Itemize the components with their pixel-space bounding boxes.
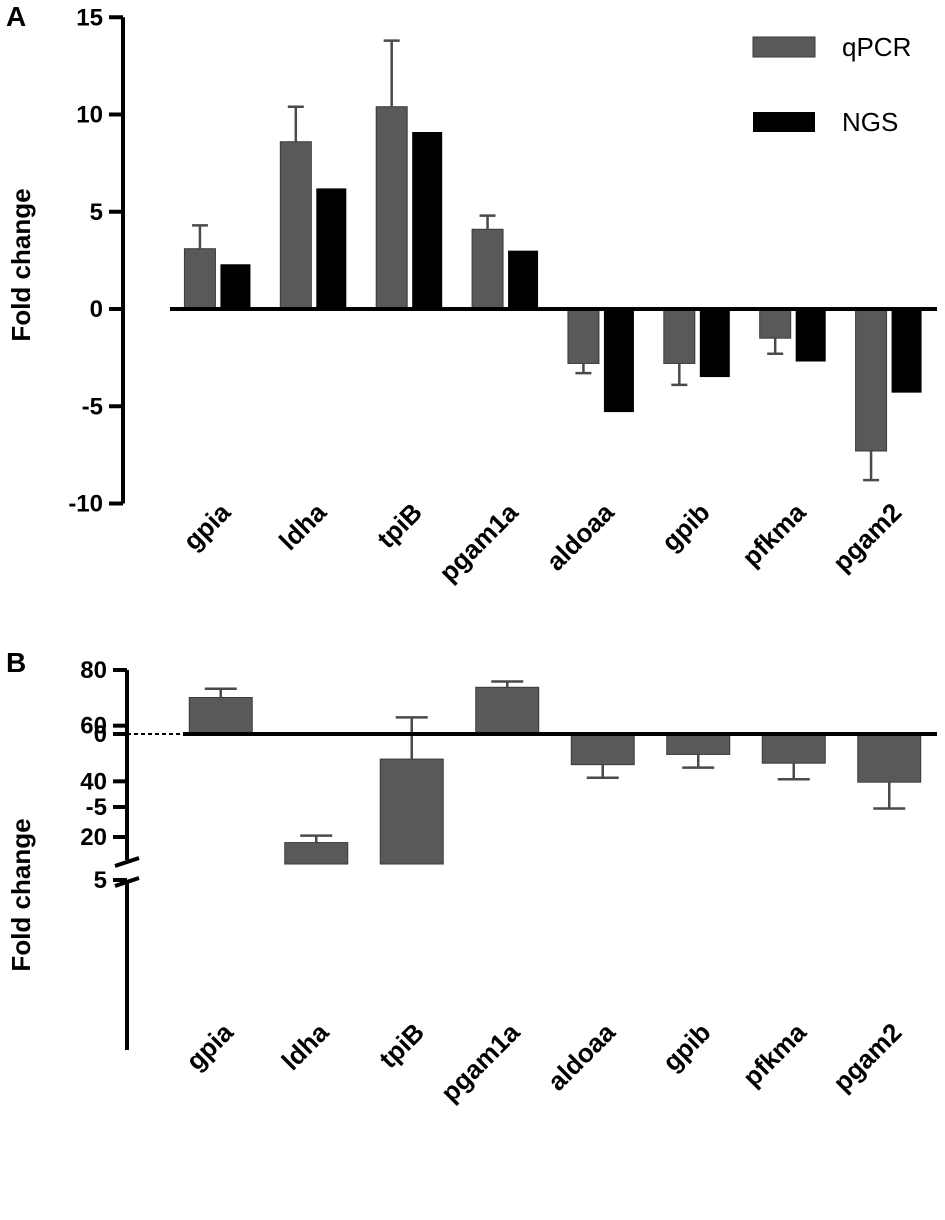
- panel-a-bar-qpcr: [663, 308, 696, 364]
- panel-a-y-tick-label: 15: [76, 4, 103, 31]
- panel-a-y-tick-label: 5: [90, 199, 103, 226]
- panel-a-bar-qpcr: [279, 141, 312, 310]
- panel-b-category-label: aldoaa: [542, 1017, 622, 1097]
- panel-b-category-label: gpia: [180, 1017, 239, 1076]
- panel-a-legend-swatch: [752, 36, 816, 58]
- panel-b-bar: [570, 733, 635, 766]
- panel-b-y-tick-label: -5: [86, 794, 107, 821]
- panel-a-y-tick-label: -5: [82, 393, 103, 420]
- panel-b-category-label: pgam2: [827, 1017, 907, 1097]
- panel-a-bar-qpcr: [567, 308, 600, 364]
- panel-b-y-tick-label: 0: [94, 721, 107, 748]
- panel-b-y-tick-label: 5: [94, 867, 107, 894]
- panel-a-bar-ngs: [412, 132, 443, 309]
- panel-b-bar-upper-part: [379, 758, 444, 865]
- panel-a-legend-label: qPCR: [842, 32, 911, 62]
- panel-b-category-label: pgam1a: [435, 1017, 526, 1108]
- panel-a-category-label: tpiB: [371, 497, 428, 554]
- panel-b-y-tick-label: 80: [80, 657, 107, 684]
- panel-b-y-axis-label: Fold change: [6, 818, 36, 971]
- panel-b-bar: [857, 733, 922, 783]
- panel-a-category-label: pgam1a: [433, 497, 524, 588]
- panel-a-bar-ngs: [316, 188, 347, 309]
- panel-b-bar: [188, 697, 253, 735]
- panel-a-bar-qpcr: [471, 228, 504, 310]
- panel-a-category-label: pgam2: [827, 497, 907, 577]
- panel-b-y-tick-label: 40: [80, 768, 107, 795]
- panel-b-label: B: [6, 647, 26, 678]
- panel-b-category-label: pfkma: [737, 1017, 813, 1093]
- panel-b-bar-upper-part: [284, 842, 349, 865]
- panel-a-legend-swatch: [753, 112, 815, 132]
- panel-a-label: A: [6, 1, 26, 32]
- panel-a-y-tick-label: -10: [68, 491, 103, 518]
- panel-b-bar: [761, 733, 826, 764]
- panel-a-category-label: pfkma: [736, 497, 812, 573]
- panel-b-category-label: ldha: [275, 1017, 334, 1076]
- panel-b-bar: [475, 686, 540, 735]
- panel-a-bar-qpcr: [183, 248, 216, 310]
- panel-a-y-tick-label: 0: [90, 296, 103, 323]
- panel-a-bar-qpcr: [855, 308, 888, 452]
- panel-a-bar-qpcr: [375, 106, 408, 310]
- panel-a-y-tick-label: 10: [76, 102, 103, 129]
- panel-a-bar-ngs: [795, 309, 826, 362]
- panel-a-bar-ngs: [508, 250, 539, 309]
- panel-a-bar-ngs: [891, 309, 922, 393]
- panel-a-bar-ngs: [699, 309, 730, 378]
- panel-b-chart: 80 60 40 20 5 0 -5 gpia ldha tpiB pgam1a aldoaa gpib…: [80, 657, 937, 1108]
- panel-b-y-tick-label: 60: [80, 713, 107, 740]
- panel-a-bar-ngs: [603, 309, 634, 413]
- panel-b-y-tick-label: 20: [80, 824, 107, 851]
- panel-a-category-label: gpib: [656, 497, 716, 557]
- panel-a-y-axis-label: Fold change: [6, 188, 36, 341]
- panel-b-category-label: gpib: [656, 1017, 716, 1077]
- panel-b-axis-break-mark: [114, 856, 140, 868]
- panel-a-legend-label: NGS: [842, 107, 898, 137]
- panel-b-category-label: tpiB: [373, 1017, 430, 1074]
- panel-b-bar: [666, 733, 731, 755]
- panel-a-bar-ngs: [220, 264, 251, 309]
- panel-a-category-label: ldha: [273, 497, 332, 556]
- panel-a-bar-qpcr: [759, 308, 792, 339]
- panel-a-category-label: aldoaa: [540, 497, 620, 577]
- panel-a-category-label: gpia: [177, 497, 236, 556]
